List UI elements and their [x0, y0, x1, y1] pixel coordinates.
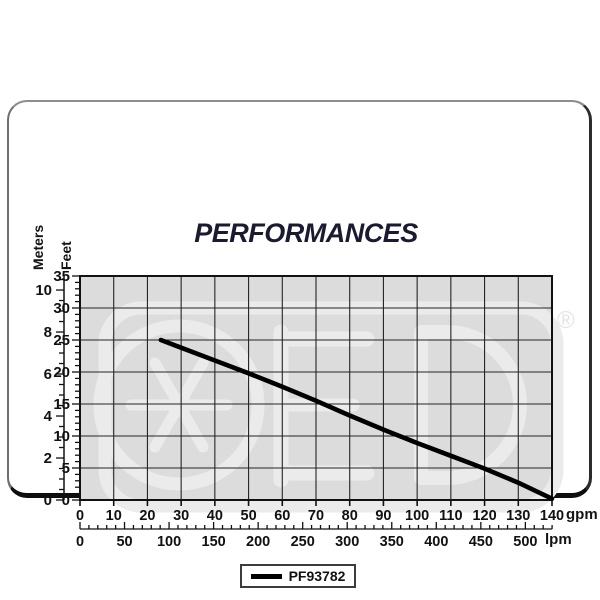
- svg-text:0: 0: [44, 492, 52, 509]
- svg-text:300: 300: [335, 534, 359, 550]
- plot-area-background: [80, 276, 552, 500]
- legend-series-label: PF93782: [288, 568, 346, 584]
- svg-text:200: 200: [246, 534, 270, 550]
- performance-chart-card: ® 35 30 25 20 15 10 5 0 10 8 6 4 2 0 0 10 20 30 40 50 60 70 80…: [7, 100, 598, 588]
- svg-text:400: 400: [424, 534, 448, 550]
- svg-text:0: 0: [76, 508, 84, 524]
- gpm-axis-unit-label: gpm: [566, 506, 598, 523]
- svg-text:10: 10: [106, 508, 122, 524]
- svg-text:100: 100: [405, 508, 429, 524]
- svg-text:20: 20: [53, 364, 70, 381]
- svg-text:60: 60: [274, 508, 290, 524]
- svg-text:15: 15: [53, 396, 70, 413]
- svg-text:2: 2: [44, 450, 52, 467]
- svg-text:80: 80: [342, 508, 358, 524]
- svg-text:70: 70: [308, 508, 324, 524]
- svg-text:0: 0: [62, 492, 70, 509]
- svg-text:50: 50: [241, 508, 257, 524]
- svg-text:40: 40: [207, 508, 223, 524]
- svg-text:10: 10: [35, 282, 52, 299]
- svg-text:4: 4: [44, 408, 53, 425]
- svg-text:30: 30: [173, 508, 189, 524]
- svg-text:250: 250: [291, 534, 315, 550]
- meters-axis-title: Meters: [30, 224, 46, 270]
- svg-text:110: 110: [439, 508, 462, 524]
- svg-text:350: 350: [380, 534, 404, 550]
- feet-axis-title: Feet: [58, 241, 74, 270]
- svg-text:130: 130: [506, 508, 530, 524]
- svg-text:10: 10: [53, 428, 70, 445]
- svg-text:30: 30: [53, 300, 70, 317]
- svg-text:50: 50: [116, 534, 132, 550]
- svg-text:35: 35: [53, 268, 70, 285]
- svg-text:450: 450: [469, 534, 493, 550]
- svg-text:8: 8: [44, 324, 52, 341]
- svg-text:100: 100: [157, 534, 181, 550]
- svg-text:5: 5: [62, 460, 70, 477]
- legend-line-swatch-icon: [250, 573, 282, 579]
- chart-title: PERFORMANCES: [194, 218, 418, 248]
- svg-text:500: 500: [513, 534, 537, 550]
- svg-text:25: 25: [53, 332, 70, 349]
- svg-text:20: 20: [139, 508, 155, 524]
- legend: PF93782: [240, 564, 356, 588]
- registered-trademark-glyph: ®: [557, 307, 575, 334]
- svg-text:6: 6: [44, 366, 52, 383]
- svg-text:0: 0: [76, 534, 84, 550]
- svg-text:90: 90: [375, 508, 391, 524]
- svg-text:120: 120: [472, 508, 496, 524]
- lpm-axis-unit-label: lpm: [545, 531, 572, 548]
- svg-text:140: 140: [540, 508, 564, 524]
- svg-text:150: 150: [202, 534, 226, 550]
